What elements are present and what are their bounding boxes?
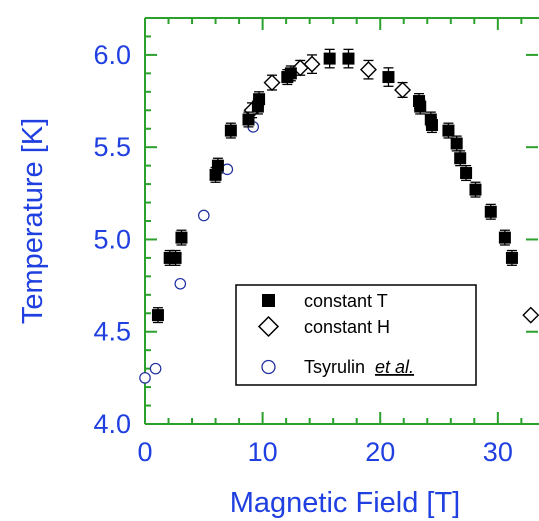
x-tick-label: 20 <box>365 437 395 467</box>
x-tick-label: 0 <box>137 437 152 467</box>
legend-marker-tsyrulin <box>261 359 276 375</box>
data-markers <box>139 48 539 384</box>
data-point-constant-t <box>342 48 355 69</box>
x-axis-label: Magnetic Field [T] <box>230 487 460 519</box>
legend: constant T constant H Tsyrulin et al. <box>235 284 477 386</box>
tick-labels: 0 10 20 30 4.0 4.5 5.0 5.5 6.0 <box>93 40 512 467</box>
legend-label-tsyrulin: Tsyrulin et al. <box>304 357 414 377</box>
data-point-constant-t <box>498 229 511 246</box>
y-tick-label: 5.0 <box>93 224 131 254</box>
y-tick-label: 6.0 <box>93 40 131 70</box>
y-tick-label: 5.5 <box>93 132 131 162</box>
legend-label-constant-t: constant T <box>304 291 388 311</box>
y-tick-label: 4.5 <box>93 317 131 347</box>
data-point-constant-t <box>169 249 182 266</box>
data-point-constant-t <box>253 91 266 108</box>
x-tick-label: 30 <box>483 437 513 467</box>
x-tick-label: 10 <box>248 437 278 467</box>
data-point-constant-h <box>394 81 412 99</box>
data-point-constant-h <box>522 306 539 324</box>
data-point-constant-t <box>382 67 395 87</box>
data-point-tsyrulin <box>139 372 151 384</box>
data-point-constant-t <box>454 150 467 167</box>
axis-ticks <box>144 17 538 425</box>
y-tick-label: 4.0 <box>93 409 131 439</box>
data-point-tsyrulin <box>149 362 162 375</box>
data-point-constant-t <box>151 307 164 324</box>
data-point-constant-t <box>224 122 237 139</box>
legend-marker-constant-t <box>262 294 275 307</box>
y-axis-label: Temperature [K] <box>17 118 49 324</box>
data-point-tsyrulin <box>198 209 210 222</box>
data-point-constant-t <box>242 111 255 128</box>
legend-box <box>235 284 477 386</box>
data-point-constant-t <box>284 65 297 82</box>
data-point-constant-t <box>323 48 336 69</box>
data-point-constant-h <box>263 74 281 92</box>
data-point-constant-t <box>450 135 463 152</box>
legend-label-constant-h: constant H <box>304 317 390 337</box>
data-point-constant-t <box>425 117 438 134</box>
data-point-constant-t <box>505 249 518 266</box>
data-point-constant-t <box>469 181 482 198</box>
data-point-constant-t <box>460 164 473 182</box>
data-point-constant-t <box>414 98 427 115</box>
data-point-constant-t <box>211 157 224 174</box>
legend-label-tsyrulin-name: Tsyrulin <box>304 357 365 377</box>
legend-marker-constant-h <box>257 315 280 338</box>
legend-label-tsyrulin-etal: et al. <box>375 357 414 377</box>
data-point-constant-h <box>303 54 321 75</box>
data-point-constant-t <box>484 203 497 220</box>
data-point-tsyrulin <box>174 277 187 290</box>
data-point-constant-h <box>359 59 377 80</box>
data-point-constant-t <box>175 229 188 246</box>
